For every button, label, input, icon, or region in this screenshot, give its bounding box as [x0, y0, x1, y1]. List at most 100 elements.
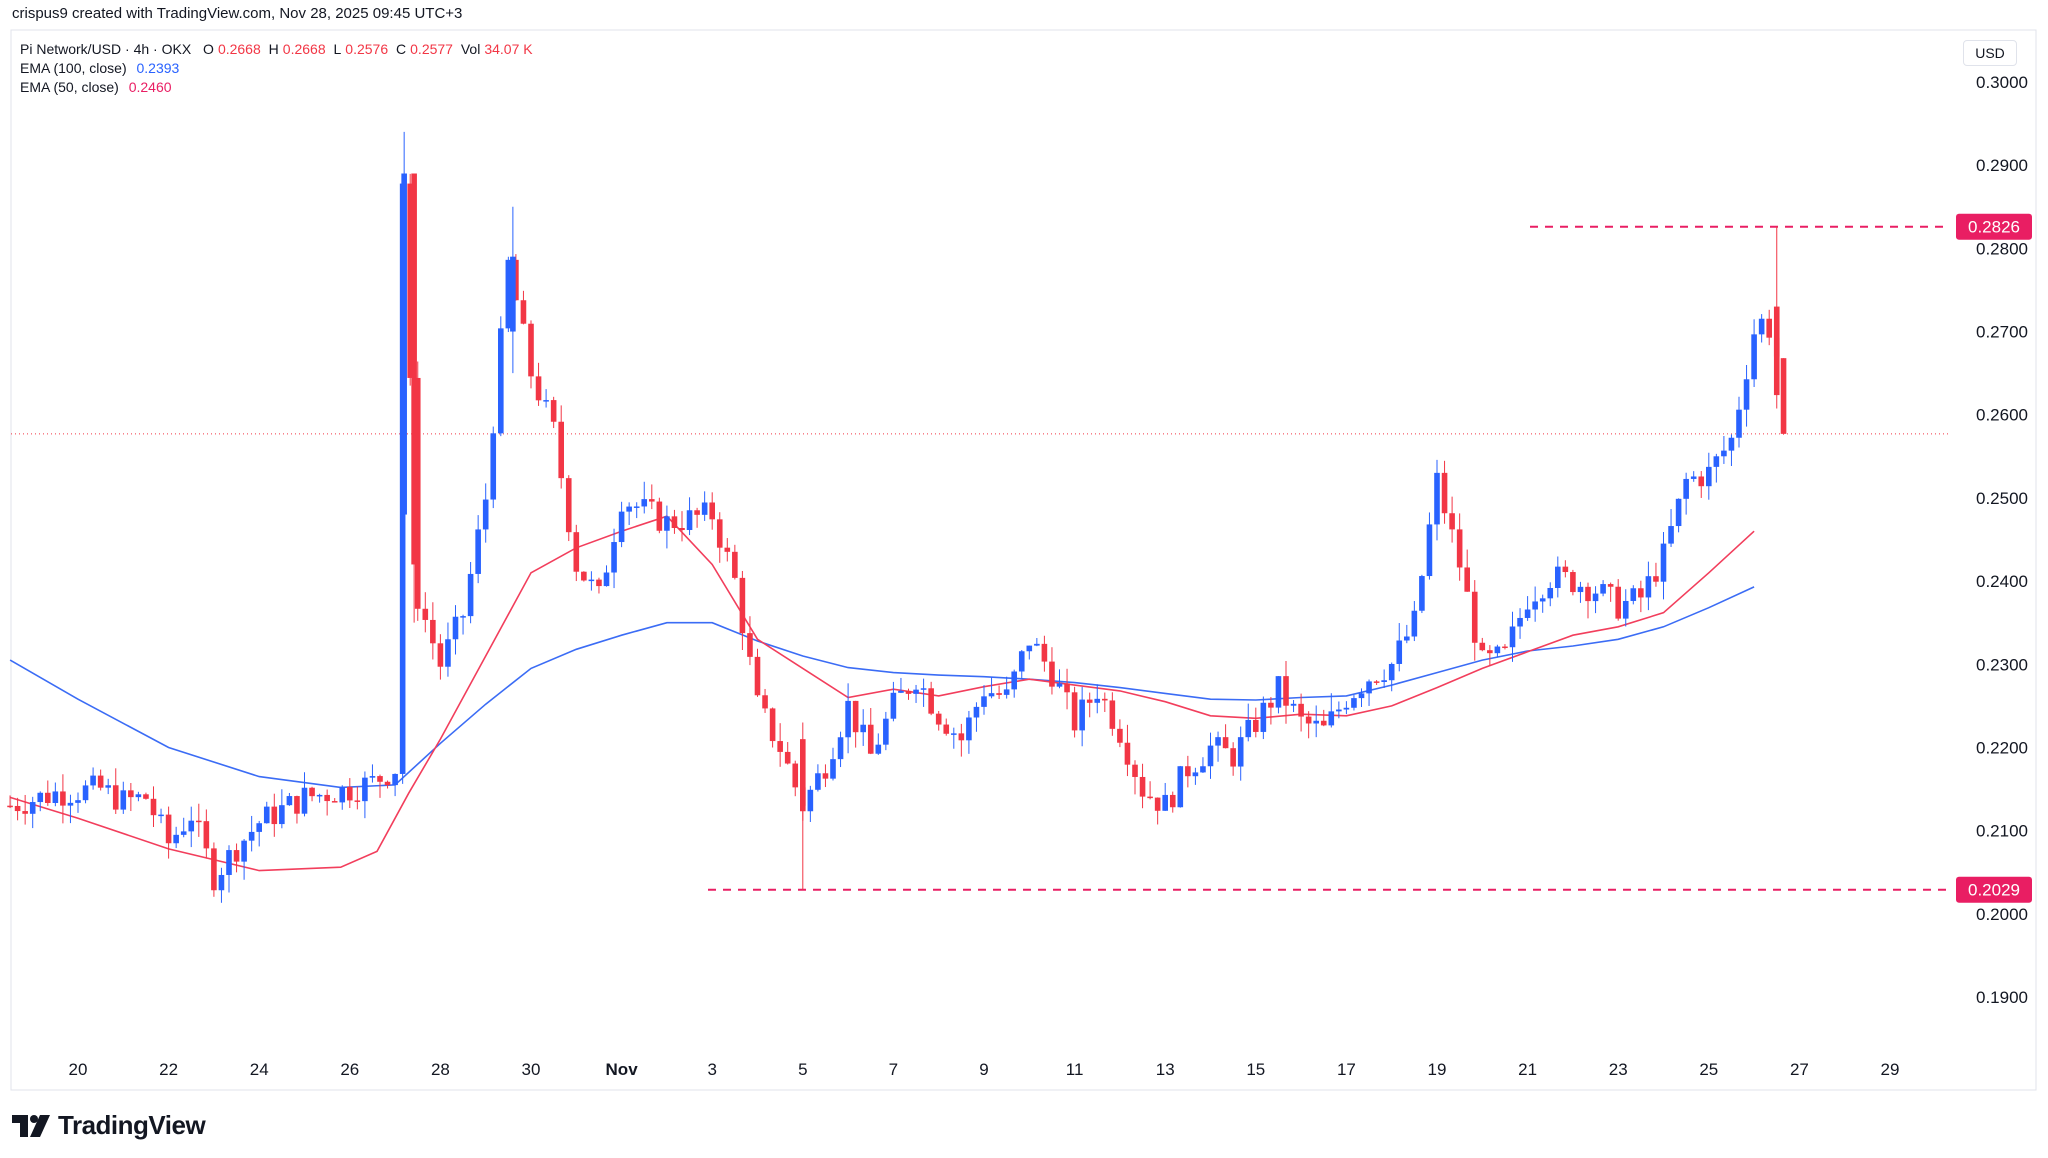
candle-down[interactable] [943, 724, 950, 734]
candle-up[interactable] [686, 510, 693, 531]
candle-down[interactable] [97, 775, 104, 788]
candle-down[interactable] [294, 796, 300, 814]
candle-up[interactable] [226, 850, 232, 875]
candle-down[interactable] [1456, 529, 1463, 568]
candle-up[interactable] [618, 511, 625, 543]
ema100-label[interactable]: EMA (100, close) [20, 60, 127, 76]
candle-down[interactable] [550, 400, 557, 422]
candle-down[interactable] [1086, 699, 1093, 703]
candle-down[interactable] [528, 323, 534, 377]
candle-up[interactable] [218, 874, 225, 891]
candle-up[interactable] [105, 785, 111, 788]
candle-up[interactable] [135, 794, 142, 798]
candle-up[interactable] [286, 796, 293, 806]
candle-down[interactable] [792, 763, 799, 788]
candle-down[interactable] [377, 776, 383, 782]
candle-up[interactable] [52, 791, 59, 803]
candle-up[interactable] [883, 718, 889, 745]
candle-down[interactable] [1132, 764, 1138, 777]
candle-up[interactable] [981, 696, 987, 707]
ema50-legend[interactable]: EMA (50, close) 0.2460 [20, 78, 172, 97]
candle-down[interactable] [739, 577, 746, 634]
candle-down[interactable] [1283, 676, 1289, 706]
candle-down[interactable] [271, 806, 278, 825]
candle-up[interactable] [339, 786, 346, 803]
candle-up[interactable] [1358, 693, 1365, 699]
candle-up[interactable] [1426, 524, 1433, 577]
candle-down[interactable] [747, 633, 753, 657]
candle-down[interactable] [347, 786, 353, 801]
candle-up[interactable] [369, 776, 376, 778]
candle-up[interactable] [180, 831, 187, 835]
candle-up[interactable] [1018, 651, 1025, 672]
support-price-label[interactable]: 0.2029 [1968, 881, 2020, 900]
candle-up[interactable] [510, 256, 516, 332]
candle-up[interactable] [241, 840, 247, 862]
candle-up[interactable] [1366, 681, 1372, 694]
candle-down[interactable] [1268, 702, 1274, 708]
candle-up[interactable] [1668, 526, 1674, 544]
candle-down[interactable] [1320, 720, 1327, 726]
candle-up[interactable] [158, 814, 164, 817]
candle-up[interactable] [1351, 698, 1357, 708]
candle-down[interactable] [1502, 646, 1508, 649]
candle-down[interactable] [1615, 586, 1621, 619]
candle-down[interactable] [14, 805, 21, 812]
candle-down[interactable] [935, 713, 942, 725]
candle-down[interactable] [1479, 642, 1486, 651]
ema50-label[interactable]: EMA (50, close) [20, 79, 119, 95]
candle-up[interactable] [626, 506, 632, 512]
candle-down[interactable] [822, 773, 829, 779]
candle-up[interactable] [445, 639, 451, 667]
candle-up[interactable] [1736, 409, 1742, 438]
candle-down[interactable] [1562, 566, 1569, 573]
candle-up[interactable] [875, 744, 882, 754]
candle-up[interactable] [1509, 626, 1516, 648]
candle-down[interactable] [1169, 794, 1176, 808]
candle-down[interactable] [1570, 572, 1576, 593]
candle-down[interactable] [1253, 719, 1259, 732]
candle-up[interactable] [1539, 598, 1546, 602]
candle-up[interactable] [1751, 334, 1757, 380]
candle-up[interactable] [1003, 689, 1010, 695]
candle-up[interactable] [920, 688, 927, 690]
candle-up[interactable] [1207, 745, 1214, 767]
candle-down[interactable] [1124, 742, 1131, 765]
candle-up[interactable] [1690, 476, 1697, 479]
candle-up[interactable] [1237, 737, 1244, 767]
candle-down[interactable] [513, 259, 519, 301]
candle-up[interactable] [460, 616, 466, 618]
candle-down[interactable] [150, 798, 157, 816]
candle-up[interactable] [633, 506, 640, 508]
candle-down[interactable] [1117, 728, 1123, 743]
candle-up[interactable] [279, 805, 285, 825]
resistance-price-label[interactable]: 0.2826 [1968, 218, 2020, 237]
ema50-line[interactable] [9, 515, 1755, 872]
candle-down[interactable] [165, 814, 172, 844]
candle-up[interactable] [603, 572, 610, 587]
symbol-name[interactable]: Pi Network/USD · 4h · OKX [20, 41, 192, 57]
candle-up[interactable] [1600, 584, 1606, 594]
candle-up[interactable] [1419, 576, 1425, 611]
candle-up[interactable] [1494, 646, 1501, 654]
candle-up[interactable] [67, 802, 74, 806]
candle-down[interactable] [1109, 700, 1116, 729]
candle-up[interactable] [1215, 737, 1221, 746]
candle-up[interactable] [316, 794, 323, 797]
candle-down[interactable] [233, 850, 240, 862]
candle-up[interactable] [1743, 379, 1750, 410]
candle-up[interactable] [1517, 617, 1523, 627]
candle-up[interactable] [362, 777, 368, 802]
candle-down[interactable] [732, 551, 738, 578]
candle-up[interactable] [543, 400, 549, 402]
candle-up[interactable] [913, 689, 919, 694]
candle-down[interactable] [7, 805, 13, 808]
ema100-legend[interactable]: EMA (100, close) 0.2393 [20, 59, 179, 78]
candle-up[interactable] [1328, 711, 1335, 726]
candle-down[interactable] [60, 791, 66, 806]
candle-up[interactable] [860, 724, 866, 733]
candle-up[interactable] [1313, 720, 1319, 724]
candle-down[interactable] [143, 794, 149, 799]
candle-up[interactable] [951, 733, 957, 735]
